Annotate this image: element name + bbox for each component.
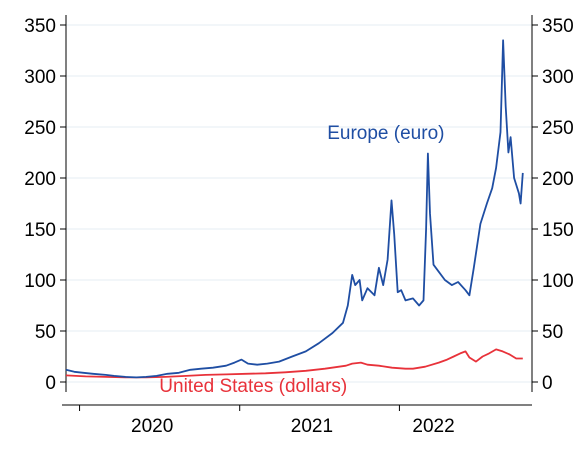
y-tick-label-left: 50: [35, 322, 56, 343]
x-tick-label-2020: 2020: [131, 416, 173, 437]
y-tick-label-left: 250: [24, 118, 56, 139]
y-tick-label-right: 0: [542, 373, 553, 394]
series-line-europe-euro: [65, 39, 524, 379]
series-line-united-states-dollars: [65, 348, 523, 379]
y-tick-label-right: 350: [542, 16, 574, 37]
series-label-united-states-dollars: United States (dollars): [159, 376, 347, 397]
y-tick-label-right: 250: [542, 118, 574, 139]
y-tick-label-left: 100: [24, 271, 56, 292]
y-tick-label-right: 50: [542, 322, 563, 343]
y-tick-label-right: 150: [542, 220, 574, 241]
y-tick-label-left: 350: [24, 16, 56, 37]
y-tick-label-left: 200: [24, 169, 56, 190]
x-tick-label-2021: 2021: [291, 416, 333, 437]
y-tick-label-right: 200: [542, 169, 574, 190]
x-tick-label-2022: 2022: [412, 416, 454, 437]
y-tick-label-left: 150: [24, 220, 56, 241]
y-tick-label-right: 100: [542, 271, 574, 292]
series-label-europe-euro: Europe (euro): [327, 123, 444, 144]
y-tick-label-right: 300: [542, 67, 574, 88]
y-tick-label-left: 300: [24, 67, 56, 88]
y-tick-label-left: 0: [45, 373, 56, 394]
